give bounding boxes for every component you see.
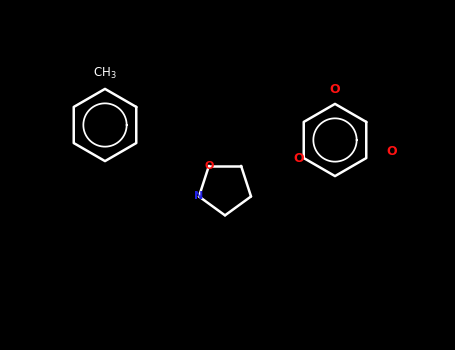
Text: O: O — [204, 161, 213, 171]
Text: O: O — [330, 83, 340, 96]
Text: O: O — [386, 145, 397, 158]
Text: CH$_3$: CH$_3$ — [93, 66, 117, 81]
Text: O: O — [293, 152, 304, 164]
Text: N: N — [194, 191, 203, 202]
